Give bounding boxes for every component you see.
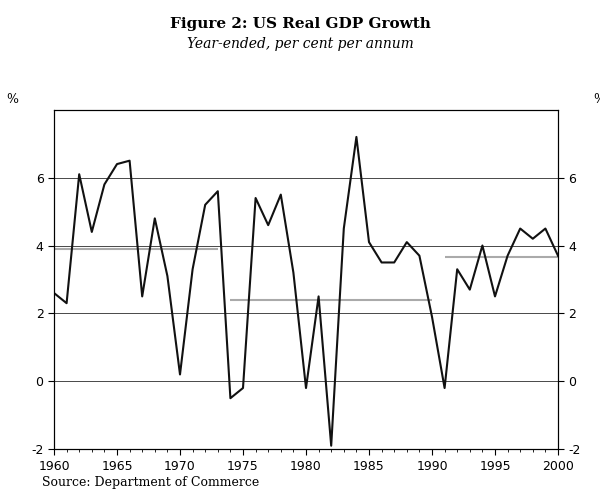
Text: %: % xyxy=(593,93,600,106)
Text: Source: Department of Commerce: Source: Department of Commerce xyxy=(42,476,259,489)
Text: Figure 2: US Real GDP Growth: Figure 2: US Real GDP Growth xyxy=(170,17,430,31)
Text: Year-ended, per cent per annum: Year-ended, per cent per annum xyxy=(187,37,413,51)
Text: %: % xyxy=(7,93,19,106)
